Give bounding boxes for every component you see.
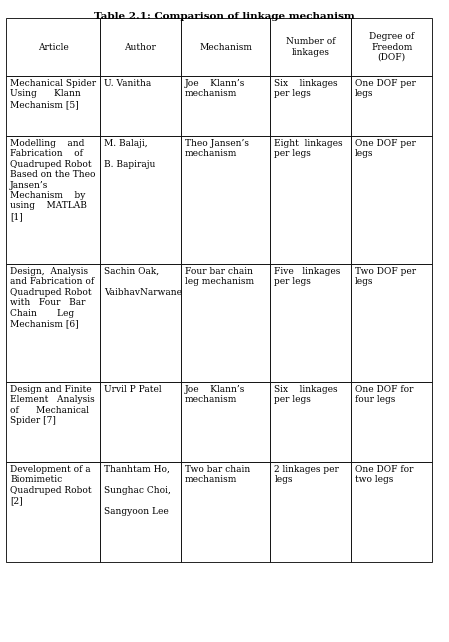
Bar xyxy=(6,462,100,562)
Text: Urvil P Patel: Urvil P Patel xyxy=(104,385,162,394)
Bar xyxy=(6,264,100,382)
Text: Degree of
Freedom
(DOF): Degree of Freedom (DOF) xyxy=(369,32,414,62)
Bar xyxy=(270,136,351,264)
Text: Thanhtam Ho,

Sunghac Choi,

Sangyoon Lee: Thanhtam Ho, Sunghac Choi, Sangyoon Lee xyxy=(104,465,171,516)
Bar xyxy=(100,136,181,264)
Text: One DOF for
two legs: One DOF for two legs xyxy=(355,465,414,485)
Bar xyxy=(100,462,181,562)
Bar xyxy=(6,18,100,76)
Text: One DOF for
four legs: One DOF for four legs xyxy=(355,385,414,404)
Bar xyxy=(270,76,351,136)
Bar xyxy=(351,462,432,562)
Bar xyxy=(181,76,270,136)
Bar xyxy=(6,76,100,136)
Text: Six    linkages
per legs: Six linkages per legs xyxy=(274,79,338,98)
Text: Table 2.1: Comparison of linkage mechanism: Table 2.1: Comparison of linkage mechani… xyxy=(94,12,355,21)
Text: Two bar chain
mechanism: Two bar chain mechanism xyxy=(185,465,250,485)
Text: Joe    Klann’s
mechanism: Joe Klann’s mechanism xyxy=(185,385,245,404)
Text: Development of a
Biomimetic
Quadruped Robot
[2]: Development of a Biomimetic Quadruped Ro… xyxy=(10,465,92,505)
Text: Number of
linkages: Number of linkages xyxy=(286,37,335,56)
Text: One DOF per
legs: One DOF per legs xyxy=(355,79,416,98)
Bar xyxy=(100,264,181,382)
Bar xyxy=(351,264,432,382)
Text: Six    linkages
per legs: Six linkages per legs xyxy=(274,385,338,404)
Bar xyxy=(270,264,351,382)
Bar xyxy=(270,382,351,462)
Text: Author: Author xyxy=(124,42,156,51)
Text: Joe    Klann’s
mechanism: Joe Klann’s mechanism xyxy=(185,79,245,98)
Text: Five   linkages
per legs: Five linkages per legs xyxy=(274,267,341,286)
Text: Four bar chain
leg mechanism: Four bar chain leg mechanism xyxy=(185,267,254,286)
Bar xyxy=(100,18,181,76)
Bar xyxy=(351,382,432,462)
Text: Article: Article xyxy=(38,42,68,51)
Text: U. Vanitha: U. Vanitha xyxy=(104,79,151,88)
Bar xyxy=(270,462,351,562)
Bar xyxy=(181,18,270,76)
Text: Sachin Oak,

VaibhavNarwane: Sachin Oak, VaibhavNarwane xyxy=(104,267,182,297)
Text: Mechanism: Mechanism xyxy=(199,42,252,51)
Bar xyxy=(351,136,432,264)
Bar xyxy=(181,462,270,562)
Bar xyxy=(6,382,100,462)
Bar xyxy=(351,76,432,136)
Text: 2 linkages per
legs: 2 linkages per legs xyxy=(274,465,339,485)
Bar xyxy=(181,136,270,264)
Text: M. Balaji,

B. Bapiraju: M. Balaji, B. Bapiraju xyxy=(104,139,155,169)
Bar xyxy=(6,136,100,264)
Text: Eight  linkages
per legs: Eight linkages per legs xyxy=(274,139,343,159)
Bar xyxy=(100,76,181,136)
Text: Mechanical Spider
Using      Klann
Mechanism [5]: Mechanical Spider Using Klann Mechanism … xyxy=(10,79,96,108)
Bar xyxy=(181,382,270,462)
Bar xyxy=(270,18,351,76)
Text: Design and Finite
Element   Analysis
of      Mechanical
Spider [7]: Design and Finite Element Analysis of Me… xyxy=(10,385,95,425)
Text: Two DOF per
legs: Two DOF per legs xyxy=(355,267,416,286)
Text: Theo Jansen’s
mechanism: Theo Jansen’s mechanism xyxy=(185,139,249,159)
Text: One DOF per
legs: One DOF per legs xyxy=(355,139,416,159)
Bar xyxy=(351,18,432,76)
Text: Modelling    and
Fabrication    of
Quadruped Robot
Based on the Theo
Jansen’s
Me: Modelling and Fabrication of Quadruped R… xyxy=(10,139,96,221)
Text: Design,  Analysis
and Fabrication of
Quadruped Robot
with   Four   Bar
Chain    : Design, Analysis and Fabrication of Quad… xyxy=(10,267,94,328)
Bar xyxy=(100,382,181,462)
Bar xyxy=(181,264,270,382)
